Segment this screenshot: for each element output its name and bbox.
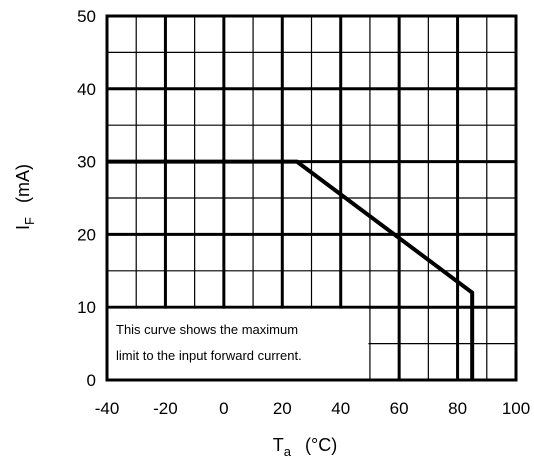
y-tick-label: 50 (77, 7, 96, 26)
x-tick-label: -40 (95, 399, 120, 418)
y-tick-label: 20 (77, 225, 96, 244)
series-layer (107, 159, 475, 380)
y-tick-labels: 0 10 20 30 40 50 (77, 7, 96, 390)
y-axis-title-sub: F (22, 217, 37, 225)
grid (105, 14, 518, 382)
plot-frame (105, 14, 518, 382)
y-axis-title: IF (mA) (13, 164, 37, 230)
x-tick-label: 100 (502, 399, 530, 418)
x-tick-label: 80 (448, 399, 467, 418)
y-tick-label: 0 (87, 371, 96, 390)
x-axis-title: Ta (°C) (273, 435, 337, 459)
y-axis-title-main: I (13, 225, 33, 230)
y-tick-label: 30 (77, 153, 96, 172)
x-tick-label: -20 (153, 399, 178, 418)
y-tick-label: 40 (77, 80, 96, 99)
annotation-line-2: limit to the input forward current. (116, 348, 302, 363)
annotation-box-layer (108, 308, 369, 379)
plot-frame-layer (105, 14, 518, 382)
series-line-0 (107, 159, 475, 380)
x-tick-label: 60 (390, 399, 409, 418)
x-tick-label: 40 (331, 399, 350, 418)
x-axis-title-main: T (273, 435, 284, 455)
annotation-box (108, 308, 369, 379)
y-tick-label: 10 (77, 298, 96, 317)
y-axis-title-unit: (mA) (13, 164, 33, 203)
x-axis-title-unit: (°C) (305, 435, 337, 455)
x-axis-title-sub: a (284, 444, 292, 459)
x-tick-label: 20 (273, 399, 292, 418)
annotation-line-1: This curve shows the maximum (116, 322, 298, 337)
x-tick-labels: -40 -20 0 20 40 60 80 100 (95, 399, 530, 418)
x-tick-label: 0 (219, 399, 228, 418)
